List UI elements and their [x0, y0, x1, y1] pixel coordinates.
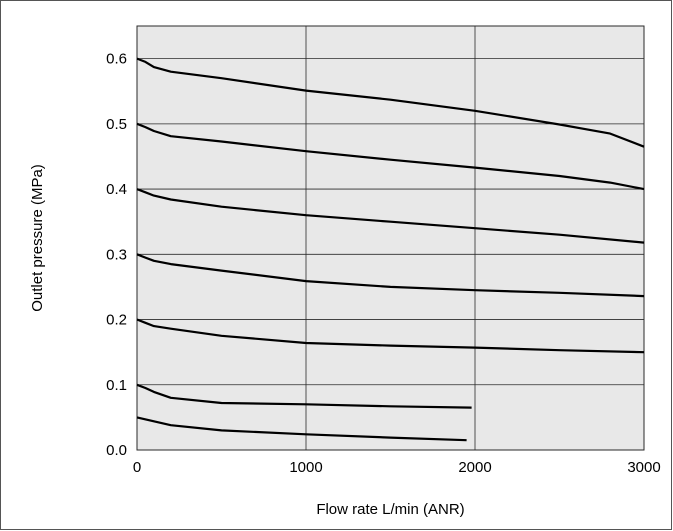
plot-area: [136, 25, 645, 451]
y-tick-label: 0.6: [106, 51, 127, 68]
series-line-3: [136, 188, 645, 244]
x-tick-label: 3000: [627, 459, 660, 476]
series-line-6: [136, 383, 472, 409]
y-tick-label: 0.0: [106, 442, 127, 459]
series-line-1: [136, 57, 645, 148]
x-tick-label: 1000: [289, 459, 322, 476]
x-tick-label: 0: [133, 459, 141, 476]
y-tick-label: 0.2: [106, 312, 127, 329]
series-line-7: [136, 416, 467, 442]
series-line-4: [136, 253, 645, 298]
y-axis-label: Outlet pressure (MPa): [29, 164, 46, 312]
y-tick-label: 0.4: [106, 181, 127, 198]
y-tick-label: 0.3: [106, 246, 127, 263]
series-line-2: [136, 122, 645, 191]
y-tick-label: 0.1: [106, 377, 127, 394]
series-line-5: [136, 318, 645, 354]
y-tick-label: 0.5: [106, 116, 127, 133]
x-axis-label: Flow rate L/min (ANR): [316, 501, 464, 518]
x-tick-label: 2000: [458, 459, 491, 476]
